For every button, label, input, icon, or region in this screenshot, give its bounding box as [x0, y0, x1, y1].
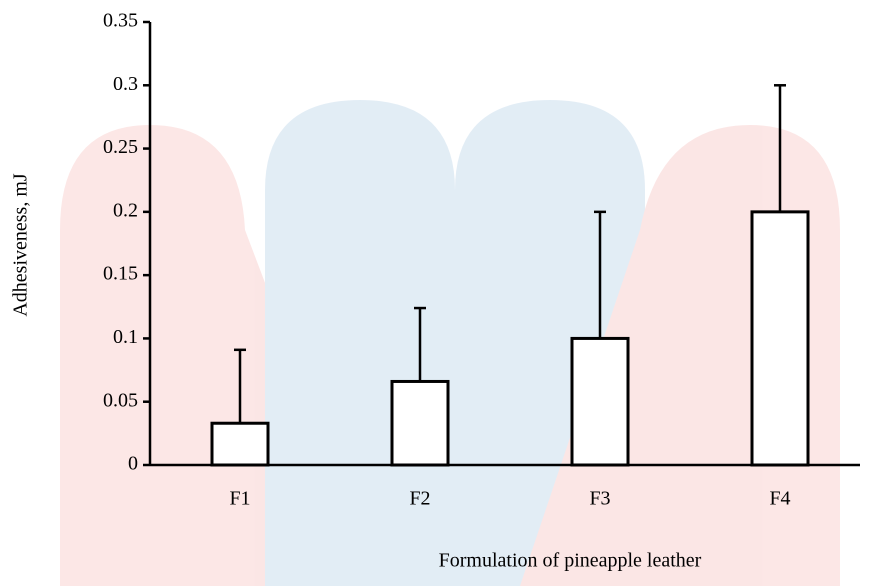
bar: [570, 336, 630, 467]
y-tick-label: 0.15: [103, 263, 138, 285]
y-tick-label: 0.05: [103, 389, 138, 411]
bar: [390, 379, 450, 467]
y-tick-label: 0.25: [103, 136, 138, 158]
y-tick-label: 0.2: [113, 199, 138, 221]
bar: [750, 210, 810, 467]
y-tick-label: 0.1: [113, 326, 138, 348]
bar: [210, 421, 270, 467]
y-axis-label: Adhesiveness, mJ: [10, 173, 32, 317]
y-tick-label: 0: [128, 453, 138, 475]
x-tick-label: F3: [589, 488, 610, 510]
y-tick-label: 0.3: [113, 73, 138, 95]
y-tick-label: 0.35: [103, 10, 138, 32]
x-tick-label: F4: [769, 488, 790, 510]
x-axis-label: Formulation of pineapple leather: [439, 550, 702, 572]
x-tick-label: F1: [229, 488, 250, 510]
x-tick-label: F2: [409, 488, 430, 510]
watermark: [60, 100, 840, 586]
